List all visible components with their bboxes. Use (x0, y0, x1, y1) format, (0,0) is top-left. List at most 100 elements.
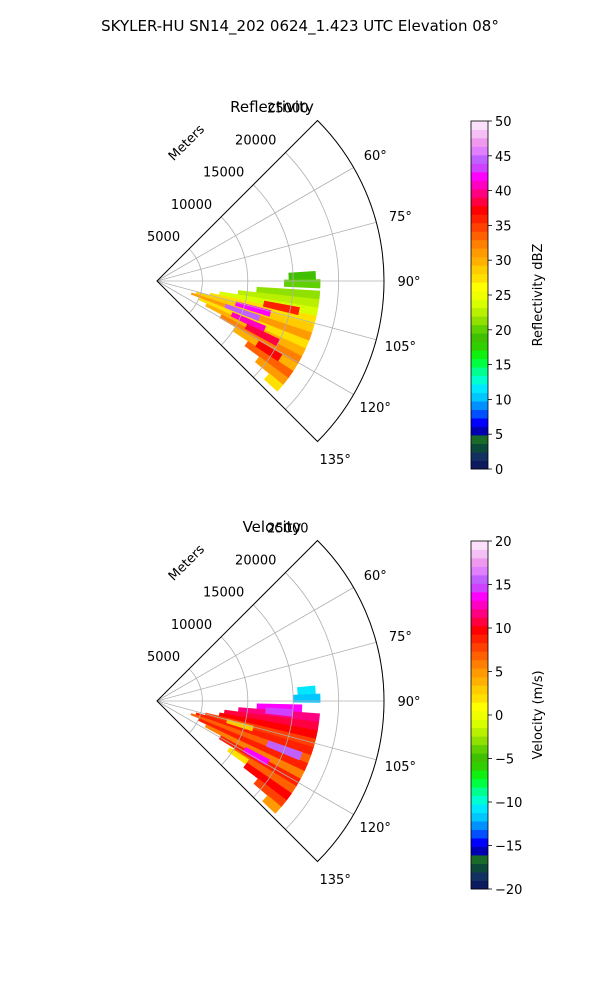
colorbar-swatch (471, 855, 488, 864)
azimuth-spoke (156, 700, 377, 761)
colorbar-swatch (471, 248, 488, 258)
echo-cell (297, 685, 316, 696)
colorbar-swatch (471, 736, 488, 746)
colorbar-tick-label: 5 (495, 666, 503, 681)
colorbar-swatch (471, 625, 488, 635)
colorbar-swatch (471, 282, 488, 292)
colorbar-swatch (471, 324, 488, 334)
colorbar-swatch (471, 341, 488, 351)
colorbar-swatch (471, 307, 488, 317)
colorbar-tick-label: −20 (495, 883, 522, 898)
colorbar-swatch (471, 583, 488, 593)
colorbar-tick-label: 10 (495, 622, 512, 637)
echo-cell (254, 356, 289, 386)
colorbar-swatch (471, 821, 488, 830)
colorbar-swatch (471, 358, 488, 368)
echo-cell (219, 314, 303, 365)
colorbar-swatch (471, 154, 488, 164)
colorbar-swatch (471, 702, 488, 712)
colorbar-swatch (471, 804, 488, 814)
colorbar-swatch (471, 333, 488, 343)
colorbar-swatch (471, 163, 488, 173)
colorbar-tick-label: 20 (495, 535, 512, 550)
colorbar-swatch (471, 557, 488, 567)
velocity-panel: Velocity 5000 10000 15000 20000 25000 Meters 6… (147, 518, 546, 898)
azimuth-spoke (156, 221, 377, 282)
echo-cell (288, 271, 316, 281)
azimuth-tick-label: 135° (320, 453, 351, 468)
azimuth-tick-label: 105° (385, 340, 416, 355)
echo-cell (263, 373, 284, 392)
colorbar-swatch (471, 778, 488, 788)
colorbar-swatch (471, 787, 488, 797)
range-tick-label: 15000 (203, 166, 244, 181)
colorbar-label: Reflectivity dBZ (531, 244, 546, 347)
range-axis-label: Meters (166, 542, 208, 584)
reflectivity-title: Reflectivity (230, 98, 314, 116)
colorbar-swatch (471, 795, 488, 805)
colorbar-swatch (471, 668, 488, 678)
echo-cell (195, 712, 314, 756)
azimuth-tick-label: 90° (397, 275, 420, 290)
colorbar-swatch (471, 231, 488, 241)
reflectivity-polar-grid (156, 119, 385, 443)
colorbar-swatch (471, 566, 488, 576)
colorbar-swatch (471, 693, 488, 703)
colorbar-tick-label: 20 (495, 324, 512, 339)
echo-cell (195, 291, 315, 334)
velocity-polar-grid (156, 539, 385, 863)
colorbar-swatch (471, 180, 488, 190)
azimuth-spoke (156, 641, 377, 702)
colorbar-swatch (471, 443, 488, 453)
colorbar-swatch (471, 384, 488, 394)
range-tick-label: 25000 (267, 101, 308, 116)
colorbar-swatch (471, 719, 488, 729)
azimuth-spoke (156, 587, 354, 702)
colorbar-tick-label: 45 (495, 150, 512, 165)
colorbar-swatch (471, 239, 488, 249)
colorbar-swatch (471, 872, 488, 881)
figure-suptitle: SKYLER-HU SN14_202 0624_1.423 UTC Elevat… (101, 17, 499, 36)
colorbar-tick-label: 10 (495, 393, 512, 408)
colorbar-swatch (471, 727, 488, 737)
colorbar-swatch (471, 541, 488, 550)
colorbar-swatch (471, 659, 488, 669)
reflectivity-panel: Reflectivity 5000 10000 15000 20000 25000 Met… (147, 98, 546, 478)
colorbar-swatch (471, 367, 488, 377)
colorbar-swatch (471, 676, 488, 686)
azimuth-tick-label: 120° (360, 821, 391, 836)
echo-cell (226, 719, 254, 732)
azimuth-tick-label: 75° (389, 210, 412, 225)
colorbar-swatch (471, 290, 488, 300)
colorbar-tick-label: 15 (495, 579, 512, 594)
colorbar-swatch (471, 375, 488, 385)
colorbar-tick-label: 5 (495, 428, 503, 443)
azimuth-spoke (156, 280, 354, 395)
colorbar-swatch (471, 222, 488, 232)
colorbar-swatch (471, 299, 488, 309)
range-tick-label: 15000 (203, 586, 244, 601)
colorbar-swatch (471, 846, 488, 856)
colorbar-swatch (471, 214, 488, 224)
velocity-title: Velocity (243, 518, 302, 536)
colorbar-swatch (471, 435, 488, 444)
colorbar-swatch (471, 171, 488, 181)
colorbar-swatch (471, 549, 488, 559)
velocity-echo-cells (190, 685, 321, 814)
echo-cell (242, 746, 270, 766)
azimuth-tick-label: 60° (364, 149, 387, 164)
colorbar-swatch (471, 685, 488, 695)
range-tick-label: 5000 (147, 650, 180, 665)
azimuth-tick-label: 135° (320, 873, 351, 888)
echo-cell (243, 762, 292, 801)
echo-cell (218, 712, 318, 740)
echo-cell (262, 795, 282, 814)
colorbar-swatch (471, 350, 488, 360)
colorbar-tick-label: 40 (495, 185, 512, 200)
colorbar-swatch (471, 744, 488, 754)
sector-outline (156, 539, 385, 863)
colorbar-swatch (471, 600, 488, 610)
colorbar-tick-label: 15 (495, 359, 512, 374)
colorbar-swatch (471, 838, 488, 847)
